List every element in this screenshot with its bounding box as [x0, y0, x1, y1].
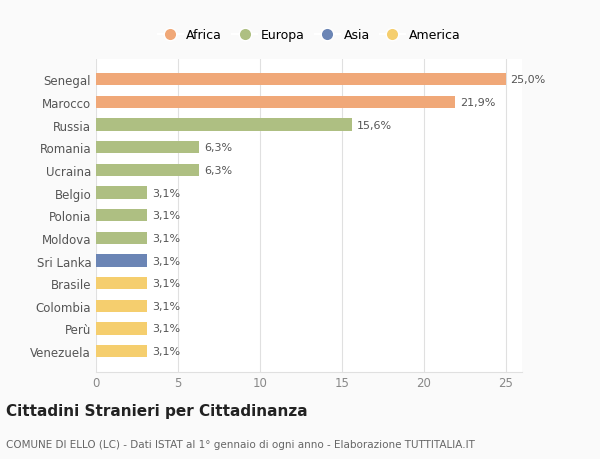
Text: 3,1%: 3,1% [152, 301, 180, 311]
Text: 6,3%: 6,3% [204, 143, 232, 153]
Text: COMUNE DI ELLO (LC) - Dati ISTAT al 1° gennaio di ogni anno - Elaborazione TUTTI: COMUNE DI ELLO (LC) - Dati ISTAT al 1° g… [6, 440, 475, 449]
Text: 3,1%: 3,1% [152, 347, 180, 356]
Bar [96, 142, 199, 154]
Text: 3,1%: 3,1% [152, 233, 180, 243]
Bar [96, 119, 352, 132]
Bar [96, 277, 147, 290]
Text: 3,1%: 3,1% [152, 279, 180, 289]
Legend: Africa, Europa, Asia, America: Africa, Europa, Asia, America [154, 25, 464, 46]
Text: 3,1%: 3,1% [152, 211, 180, 221]
Bar [96, 345, 147, 358]
Text: 21,9%: 21,9% [460, 98, 495, 108]
Text: 25,0%: 25,0% [511, 75, 546, 85]
Text: 15,6%: 15,6% [356, 120, 392, 130]
Bar [96, 323, 147, 335]
Text: 3,1%: 3,1% [152, 188, 180, 198]
Text: 3,1%: 3,1% [152, 324, 180, 334]
Text: 3,1%: 3,1% [152, 256, 180, 266]
Bar [96, 300, 147, 313]
Bar [96, 96, 455, 109]
Bar [96, 209, 147, 222]
Text: Cittadini Stranieri per Cittadinanza: Cittadini Stranieri per Cittadinanza [6, 403, 308, 419]
Bar [96, 74, 506, 86]
Bar [96, 187, 147, 199]
Text: 6,3%: 6,3% [204, 166, 232, 175]
Bar [96, 232, 147, 245]
Bar [96, 255, 147, 267]
Bar [96, 164, 199, 177]
